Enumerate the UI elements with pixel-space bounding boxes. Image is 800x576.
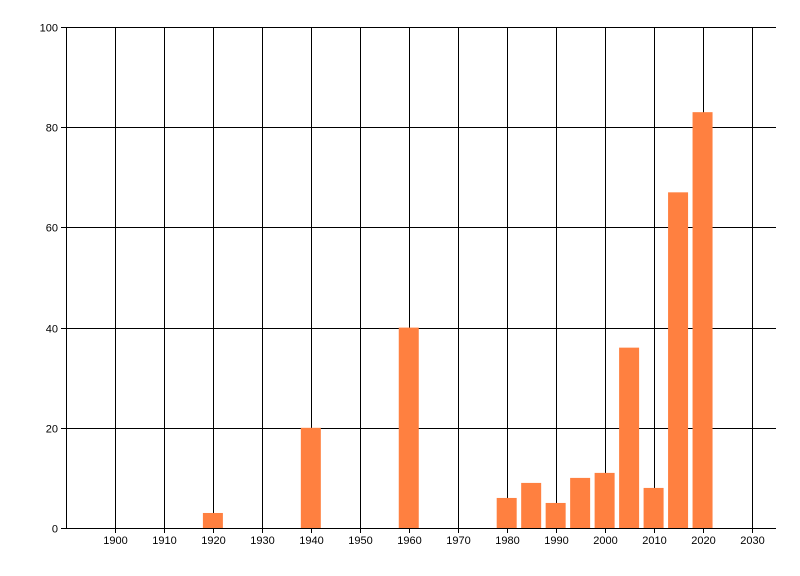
x-tick-label: 1970	[446, 535, 470, 547]
y-tick-label: 80	[46, 123, 58, 135]
bar-1980	[496, 497, 517, 528]
bar-2000	[594, 472, 615, 528]
x-tick-label: 2000	[593, 535, 617, 547]
bar-2020	[692, 112, 713, 529]
bar-2015	[668, 192, 689, 528]
x-tick-label: 1960	[397, 535, 421, 547]
y-tick-label: 20	[46, 424, 58, 436]
bar-2005	[619, 347, 640, 528]
x-tick-label: 1920	[201, 535, 225, 547]
bar-2010	[643, 487, 664, 528]
y-tick-label: 40	[46, 324, 58, 336]
x-tick-label: 1980	[495, 535, 519, 547]
x-tick-label: 2020	[691, 535, 715, 547]
bar-1990	[545, 502, 566, 528]
y-tick-label: 100	[40, 23, 58, 35]
y-tick-label: 0	[52, 524, 58, 536]
x-tick-label: 2010	[642, 535, 666, 547]
axes: 0 20 40 60 80 100 1900 1910 1920 1930 1940 1950 1960…	[40, 23, 765, 548]
x-tick-label: 1900	[103, 535, 127, 547]
bar-1960	[398, 327, 419, 528]
x-tick-label: 1930	[250, 535, 274, 547]
bar-1985	[521, 482, 542, 528]
grid	[61, 27, 776, 533]
x-tick-label: 1940	[299, 535, 323, 547]
x-tick-label: 1950	[348, 535, 372, 547]
bar-1940	[300, 427, 321, 528]
bar-1995	[570, 477, 591, 528]
bars	[202, 112, 713, 529]
x-tick-label: 1910	[152, 535, 176, 547]
bar-1920	[202, 512, 223, 528]
x-tick-label: 2030	[740, 535, 764, 547]
x-tick-label: 1990	[544, 535, 568, 547]
y-tick-label: 60	[46, 223, 58, 235]
